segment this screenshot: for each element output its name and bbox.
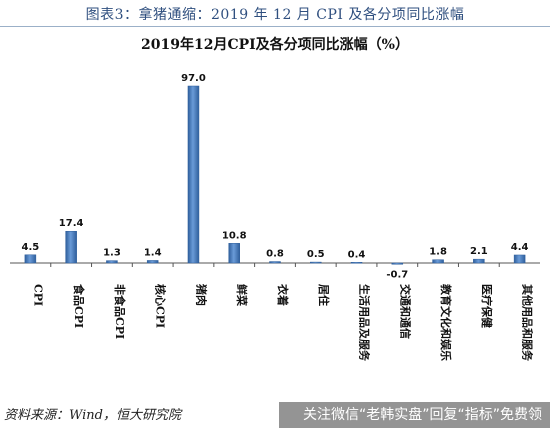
bar-value-label: 2.1 [470, 246, 488, 257]
category-label: 生活用品及服务 [358, 284, 372, 362]
bar-value-label: 97.0 [181, 73, 206, 84]
bar [513, 254, 526, 264]
source-note: 资料来源：Wind，恒大研究院 [4, 408, 181, 423]
bar [187, 85, 200, 264]
category-label: 其他用品和服务 [521, 284, 535, 362]
category-label: CPI [31, 284, 44, 306]
category-label: 医疗保健 [480, 284, 494, 329]
caption-band [0, 0, 550, 27]
bar-value-label: 0.8 [266, 249, 284, 260]
bar-value-label: -0.7 [386, 269, 408, 280]
bar [473, 258, 485, 264]
category-label: 非食品CPI [113, 284, 127, 339]
bar-value-label: 17.4 [59, 218, 84, 229]
category-label: 教育文化和娱乐 [439, 283, 453, 361]
bar [146, 260, 159, 264]
watermark-banner: 关注微信“老韩实盘”回复“指标”免费领 [278, 402, 550, 428]
bar [228, 243, 240, 264]
category-label: 核心CPI [154, 284, 168, 328]
bar-value-label: 4.5 [22, 242, 40, 253]
bar [391, 262, 404, 265]
bar-value-label: 0.4 [348, 249, 366, 260]
bar [350, 262, 363, 264]
bar [24, 254, 37, 264]
bar-value-label: 0.5 [307, 249, 325, 260]
bar [310, 261, 322, 264]
bar-value-label: 10.8 [222, 230, 247, 241]
category-label: 衣着 [276, 284, 290, 306]
bar-value-label: 1.8 [429, 247, 447, 258]
bar-value-label: 4.4 [511, 242, 529, 253]
bar [269, 261, 281, 264]
category-label: 食品CPI [72, 284, 86, 328]
category-label: 鲜菜 [235, 284, 249, 307]
figure-caption: 图表3：拿猪通缩：2019 年 12 月 CPI 及各分项同比涨幅 [85, 7, 465, 23]
bar [432, 259, 444, 264]
bar-value-label: 1.3 [103, 248, 121, 259]
category-label: 猪肉 [194, 283, 208, 306]
category-label: 交通和通信 [398, 284, 412, 339]
bar-value-label: 1.4 [144, 247, 162, 258]
bar [65, 230, 77, 264]
chart-title: 2019年12月CPI及各分项同比涨幅（%） [141, 37, 409, 53]
category-label: 居住 [317, 284, 331, 306]
bar [106, 260, 118, 264]
